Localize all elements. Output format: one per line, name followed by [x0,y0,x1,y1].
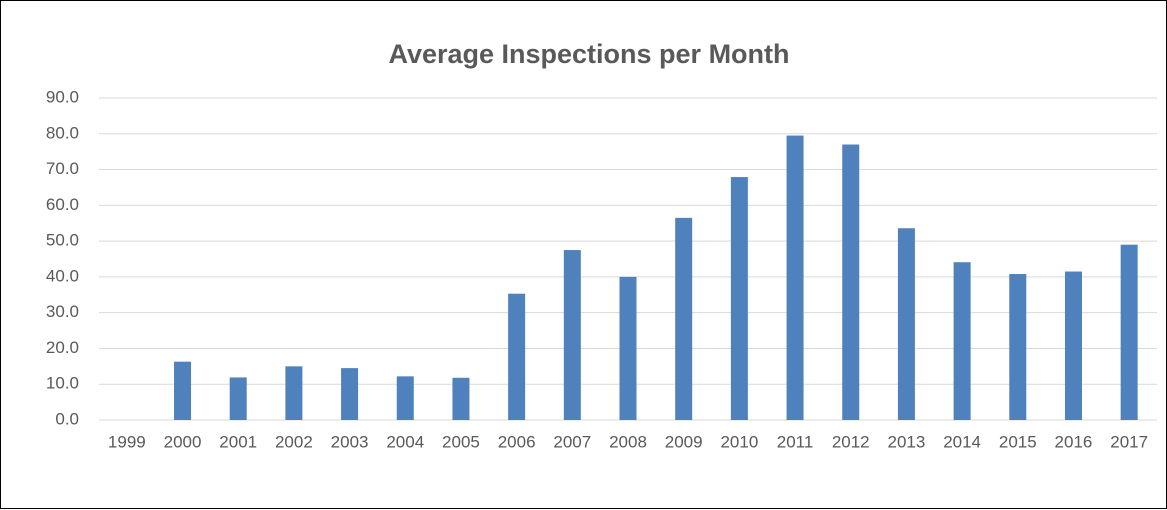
bar [897,228,915,420]
x-tick-label: 2014 [943,432,981,451]
bar [730,177,748,420]
bar [953,262,971,420]
y-tick-label: 10.0 [46,374,79,393]
bar [619,276,637,420]
chart-title: Average Inspections per Month [388,39,789,69]
bar [1009,274,1027,420]
bar [842,144,860,420]
x-tick-label: 2015 [999,432,1037,451]
bar [229,377,247,420]
y-tick-label: 90.0 [46,87,79,106]
bar [396,376,414,420]
bar [786,135,804,421]
bar [174,361,192,420]
bar [508,293,526,420]
bar [452,377,470,420]
x-tick-label: 2002 [275,432,313,451]
x-tick-label: 1999 [108,432,146,451]
x-tick-label: 2003 [331,432,369,451]
bar [285,366,303,420]
x-tick-label: 2008 [609,432,647,451]
x-tick-label: 2000 [164,432,202,451]
x-tick-label: 2004 [386,432,424,451]
x-tick-label: 2001 [219,432,257,451]
y-tick-label: 0.0 [55,409,79,428]
bar [563,250,581,420]
x-tick-label: 2007 [553,432,591,451]
x-tick-label: 2013 [888,432,926,451]
bar [341,368,359,420]
x-tick-label: 2012 [832,432,870,451]
x-tick-label: 2016 [1055,432,1093,451]
x-tick-label: 2009 [665,432,703,451]
x-tick-label: 2017 [1110,432,1148,451]
bar [675,217,693,420]
y-tick-label: 60.0 [46,195,79,214]
y-tick-label: 20.0 [46,338,79,357]
y-tick-label: 70.0 [46,159,79,178]
bar [1064,271,1082,420]
y-tick-label: 50.0 [46,231,79,250]
x-tick-label: 2006 [498,432,536,451]
y-tick-label: 80.0 [46,123,79,142]
y-tick-label: 30.0 [46,302,79,321]
y-tick-label: 40.0 [46,266,79,285]
x-tick-label: 2005 [442,432,480,451]
bar [1120,244,1138,420]
x-tick-label: 2010 [720,432,758,451]
x-tick-label: 2011 [777,432,814,451]
